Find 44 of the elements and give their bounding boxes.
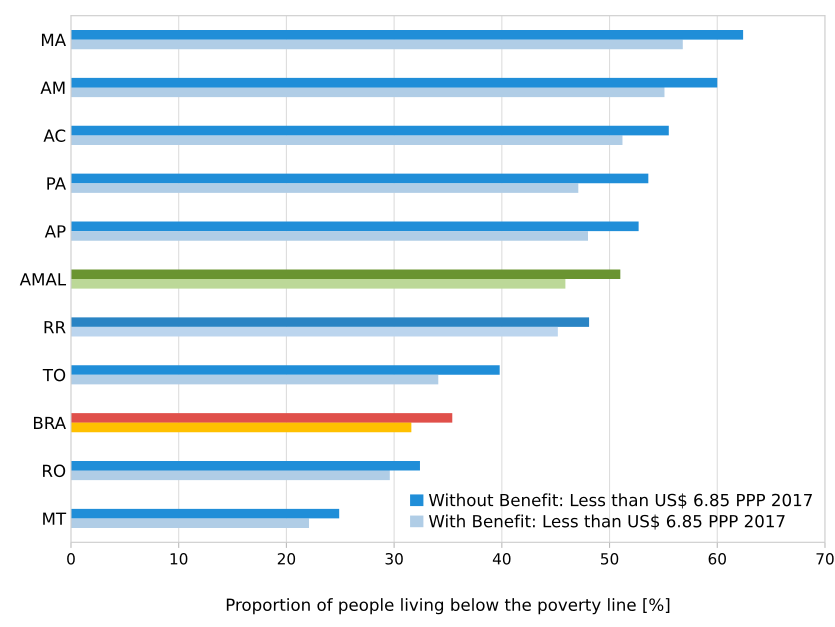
bar xyxy=(70,126,669,136)
x-tick-label: 30 xyxy=(386,553,403,565)
y-tick-label: AM xyxy=(40,82,64,94)
x-tick-label: 60 xyxy=(708,553,726,565)
bar xyxy=(70,78,718,88)
bar xyxy=(70,508,340,518)
x-tick-label: 10 xyxy=(170,553,188,565)
bar xyxy=(70,279,566,289)
y-tick-label: PA xyxy=(47,177,66,190)
bar xyxy=(70,365,500,375)
x-tick-label: 0 xyxy=(67,553,75,565)
y-tick-label: MT xyxy=(43,512,66,525)
bar xyxy=(70,317,590,327)
y-tick-label: AC xyxy=(43,129,66,142)
bar xyxy=(70,40,683,50)
bar xyxy=(70,135,622,145)
bar xyxy=(70,30,744,40)
bar xyxy=(70,422,412,432)
bar xyxy=(70,174,648,184)
legend-label: With Benefit: Less than US$ 6.85 PPP 2017 xyxy=(428,514,785,530)
y-tick-label: RO xyxy=(43,464,66,478)
y-tick-label: AMAL xyxy=(20,273,66,286)
y-tick-label: RR xyxy=(44,321,66,334)
bar xyxy=(70,326,558,336)
bar xyxy=(70,374,438,384)
bar xyxy=(70,460,420,471)
x-tick-label: 70 xyxy=(816,553,834,565)
y-tick-label: TO xyxy=(42,368,66,382)
y-tick-label: AP xyxy=(44,225,66,238)
y-tick-label: MA xyxy=(42,34,66,46)
bar xyxy=(70,470,390,480)
bar xyxy=(70,413,452,423)
bar xyxy=(70,222,639,232)
x-tick-label: 50 xyxy=(601,553,618,565)
bar xyxy=(70,231,588,241)
bar xyxy=(70,87,664,98)
bar xyxy=(70,183,578,193)
y-tick-label: BRA xyxy=(34,416,66,429)
bar xyxy=(70,518,310,528)
legend-label: Without Benefit: Less than US$ 6.85 PPP 2017 xyxy=(428,493,812,509)
bar xyxy=(70,269,620,280)
x-tick-label: 40 xyxy=(492,553,511,565)
x-axis-title: Proportion of people living below the poverty line [%] xyxy=(226,598,670,614)
x-tick-label: 20 xyxy=(278,553,296,565)
